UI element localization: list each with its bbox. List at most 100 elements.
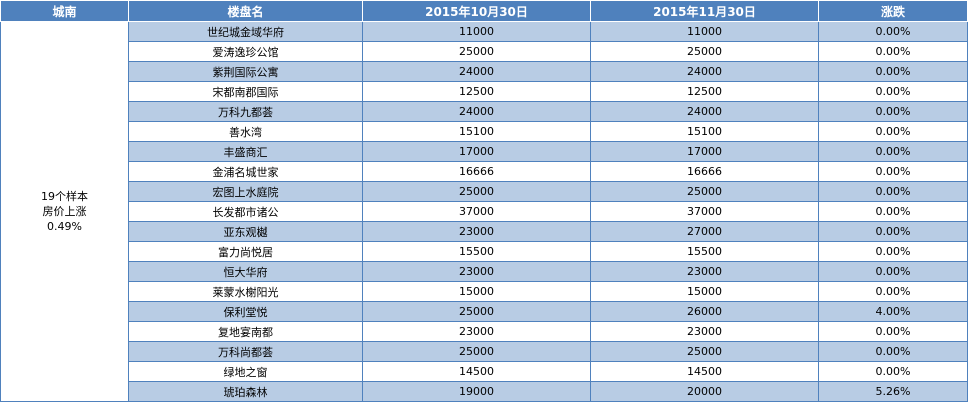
price-nov-cell: 25000	[590, 341, 819, 362]
table-row: 金浦名城世家 16666 16666 0.00%	[1, 161, 968, 182]
table-row: 莱蒙水榭阳光 15000 15000 0.00%	[1, 281, 968, 302]
price-nov-cell: 15100	[590, 121, 819, 142]
project-name-cell: 善水湾	[128, 121, 363, 142]
price-oct-cell: 23000	[362, 261, 591, 282]
project-name-cell: 恒大华府	[128, 261, 363, 282]
price-oct-cell: 25000	[362, 341, 591, 362]
price-nov-cell: 16666	[590, 161, 819, 182]
change-cell: 0.00%	[818, 181, 968, 202]
table-row: 亚东观樾 23000 27000 0.00%	[1, 221, 968, 242]
project-name-cell: 宏图上水庭院	[128, 181, 363, 202]
price-oct-cell: 16666	[362, 161, 591, 182]
price-oct-cell: 25000	[362, 181, 591, 202]
table-row: 丰盛商汇 17000 17000 0.00%	[1, 141, 968, 162]
price-oct-cell: 37000	[362, 201, 591, 222]
price-oct-cell: 15500	[362, 241, 591, 262]
header-date-oct: 2015年10月30日	[362, 0, 591, 22]
project-name-cell: 长发都市诸公	[128, 201, 363, 222]
project-name-cell: 琥珀森林	[128, 381, 363, 402]
price-oct-cell: 23000	[362, 221, 591, 242]
city-summary-line: 房价上涨	[42, 205, 87, 218]
price-nov-cell: 15000	[590, 281, 819, 302]
table-row: 宏图上水庭院 25000 25000 0.00%	[1, 181, 968, 202]
table-row: 琥珀森林 19000 20000 5.26%	[1, 381, 968, 402]
project-name-cell: 绿地之窗	[128, 361, 363, 382]
change-cell: 0.00%	[818, 261, 968, 282]
city-summary-line: 0.49%	[47, 220, 82, 233]
price-oct-cell: 19000	[362, 381, 591, 402]
change-cell: 0.00%	[818, 121, 968, 142]
price-nov-cell: 26000	[590, 301, 819, 322]
change-cell: 0.00%	[818, 61, 968, 82]
price-nov-cell: 17000	[590, 141, 819, 162]
change-cell: 4.00%	[818, 301, 968, 322]
table-row: 宋都南郡国际 12500 12500 0.00%	[1, 81, 968, 102]
change-cell: 0.00%	[818, 281, 968, 302]
change-cell: 0.00%	[818, 241, 968, 262]
table-row: 万科尚都荟 25000 25000 0.00%	[1, 341, 968, 362]
table-row: 爱涛逸珍公馆 25000 25000 0.00%	[1, 41, 968, 62]
header-change: 涨跌	[818, 0, 968, 22]
price-nov-cell: 23000	[590, 261, 819, 282]
table-row: 富力尚悦居 15500 15500 0.00%	[1, 241, 968, 262]
change-cell: 0.00%	[818, 141, 968, 162]
price-nov-cell: 14500	[590, 361, 819, 382]
change-cell: 0.00%	[818, 361, 968, 382]
change-cell: 0.00%	[818, 41, 968, 62]
project-name-cell: 丰盛商汇	[128, 141, 363, 162]
price-nov-cell: 27000	[590, 221, 819, 242]
change-cell: 0.00%	[818, 221, 968, 242]
price-oct-cell: 12500	[362, 81, 591, 102]
table-row: 紫荆国际公寓 24000 24000 0.00%	[1, 61, 968, 82]
project-name-cell: 复地宴南都	[128, 321, 363, 342]
change-cell: 0.00%	[818, 81, 968, 102]
price-oct-cell: 15000	[362, 281, 591, 302]
table-row: 绿地之窗 14500 14500 0.00%	[1, 361, 968, 382]
price-nov-cell: 25000	[590, 41, 819, 62]
table-row: 保利堂悦 25000 26000 4.00%	[1, 301, 968, 322]
price-nov-cell: 20000	[590, 381, 819, 402]
table-row: 善水湾 15100 15100 0.00%	[1, 121, 968, 142]
price-nov-cell: 24000	[590, 101, 819, 122]
project-name-cell: 万科九都荟	[128, 101, 363, 122]
project-name-cell: 金浦名城世家	[128, 161, 363, 182]
change-cell: 5.26%	[818, 381, 968, 402]
project-name-cell: 莱蒙水榭阳光	[128, 281, 363, 302]
project-name-cell: 亚东观樾	[128, 221, 363, 242]
table-row: 万科九都荟 24000 24000 0.00%	[1, 101, 968, 122]
change-cell: 0.00%	[818, 21, 968, 42]
price-nov-cell: 25000	[590, 181, 819, 202]
price-nov-cell: 15500	[590, 241, 819, 262]
price-oct-cell: 25000	[362, 41, 591, 62]
price-nov-cell: 12500	[590, 81, 819, 102]
price-oct-cell: 17000	[362, 141, 591, 162]
header-date-nov: 2015年11月30日	[590, 0, 819, 22]
table-row: 长发都市诸公 37000 37000 0.00%	[1, 201, 968, 222]
header-city: 城南	[0, 0, 129, 22]
table-row: 复地宴南都 23000 23000 0.00%	[1, 321, 968, 342]
price-oct-cell: 24000	[362, 61, 591, 82]
city-summary-line: 19个样本	[41, 190, 88, 203]
project-name-cell: 富力尚悦居	[128, 241, 363, 262]
city-summary-cell: 19个样本房价上涨 0.49%	[0, 21, 129, 402]
change-cell: 0.00%	[818, 161, 968, 182]
change-cell: 0.00%	[818, 321, 968, 342]
price-oct-cell: 25000	[362, 301, 591, 322]
change-cell: 0.00%	[818, 201, 968, 222]
header-row: 城南 楼盘名 2015年10月30日 2015年11月30日 涨跌	[0, 0, 968, 22]
project-name-cell: 紫荆国际公寓	[128, 61, 363, 82]
change-cell: 0.00%	[818, 101, 968, 122]
price-oct-cell: 24000	[362, 101, 591, 122]
project-name-cell: 宋都南郡国际	[128, 81, 363, 102]
price-oct-cell: 23000	[362, 321, 591, 342]
price-nov-cell: 11000	[590, 21, 819, 42]
price-nov-cell: 24000	[590, 61, 819, 82]
change-cell: 0.00%	[818, 341, 968, 362]
price-nov-cell: 37000	[590, 201, 819, 222]
price-oct-cell: 11000	[362, 21, 591, 42]
table-row: 19个样本 房价上涨 0.49% 世纪城金域华府 11000 11000 0.00%	[0, 21, 968, 402]
price-oct-cell: 14500	[362, 361, 591, 382]
project-name-cell: 世纪城金域华府	[128, 21, 363, 42]
project-name-cell: 万科尚都荟	[128, 341, 363, 362]
